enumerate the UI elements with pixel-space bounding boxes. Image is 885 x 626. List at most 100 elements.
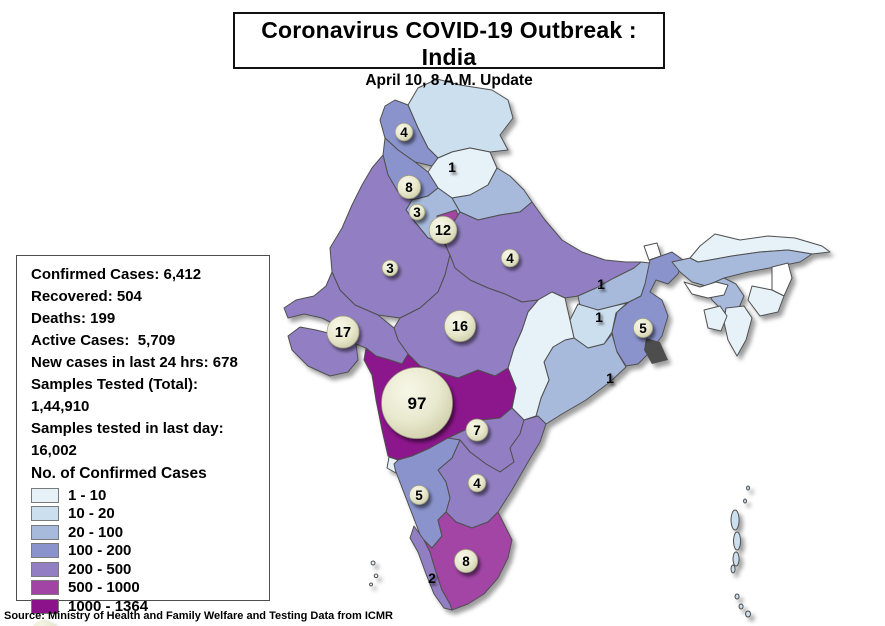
stats-list: Confirmed Cases: 6,412 Recovered: 504 De… [31, 264, 259, 462]
deaths-count: 4 [506, 251, 514, 266]
deaths-count: 3 [386, 261, 394, 276]
death-marker-bihar: 1 [597, 276, 605, 292]
legend-item: 500 - 1000 [31, 579, 259, 598]
stat-line: Samples Tested (Total): 1,44,910 [31, 376, 207, 415]
source-note: Source: Ministry of Health and Family We… [4, 610, 393, 622]
deaths-circle [397, 175, 421, 199]
deaths-count: 8 [405, 180, 413, 195]
death-marker-jharkhand: 1 [595, 309, 603, 325]
legend-swatch [31, 580, 59, 596]
legend-swatch [31, 598, 59, 614]
deaths-circle [454, 549, 478, 573]
states-layer [283, 78, 831, 618]
death-marker-tamil-nadu: 8 [454, 549, 478, 573]
deaths-legend: Deaths [31, 619, 259, 626]
deaths-count: 1 [448, 159, 456, 175]
legend-item-label: 200 - 500 [68, 560, 132, 578]
deaths-circle [633, 318, 653, 338]
legend-item-label: 1000 - 1364 [68, 597, 149, 615]
death-marker-uttar-pradesh: 4 [500, 248, 520, 268]
legend-title: No. of Confirmed Cases [31, 465, 207, 482]
legend-item-label: 100 - 200 [68, 542, 132, 560]
death-marker-telangana: 7 [465, 418, 489, 442]
deaths-count: 8 [462, 554, 470, 569]
death-marker-himachal-pradesh: 1 [448, 159, 456, 175]
page-title: Coronavirus COVID-19 Outbreak : India [261, 17, 637, 70]
info-panel: Confirmed Cases: 6,412 Recovered: 504 De… [16, 255, 270, 626]
legend-item-label: 10 - 20 [68, 505, 115, 523]
deaths-circle [394, 122, 414, 142]
legend-swatch [31, 487, 59, 503]
death-marker-kerala: 2 [428, 570, 436, 586]
death-marker-maharashtra: 97 [381, 367, 453, 439]
death-marker-gujarat: 17 [326, 315, 360, 349]
deaths-count: 4 [473, 476, 481, 491]
deaths-legend-label: Deaths [63, 624, 113, 626]
deaths-count: 17 [335, 325, 351, 341]
deaths-circle [428, 215, 458, 245]
death-marker-jammu-kashmir: 4 [394, 122, 414, 142]
deaths-count: 5 [415, 488, 423, 503]
deaths-count: 2 [428, 570, 436, 586]
legend-item-label: 20 - 100 [68, 523, 124, 541]
legend-item: 1000 - 1364 [31, 597, 259, 616]
deaths-count: 97 [408, 394, 427, 413]
death-marker-madhya-pradesh: 16 [444, 310, 476, 342]
legend-swatch [31, 561, 59, 577]
state-mizoram [723, 305, 753, 357]
stat-line: Recovered: 504 [31, 288, 142, 305]
legend-swatch [31, 543, 59, 559]
deaths-circle [326, 315, 360, 349]
deaths-count: 12 [435, 223, 451, 239]
stat-line: New cases in last 24 hrs: 678 [31, 354, 238, 371]
deaths-circle [467, 473, 487, 493]
deaths-count: 5 [639, 321, 647, 336]
legend: 1 - 10 10 - 20 20 - 100 100 - 200 [31, 486, 259, 616]
deaths-count: 4 [400, 125, 408, 140]
state-lakshadweep [369, 560, 379, 587]
state-tripura [703, 305, 728, 332]
deaths-circle [408, 203, 426, 221]
deaths-count: 7 [473, 423, 481, 438]
legend-item-label: 1 - 10 [68, 486, 107, 504]
death-marker-west-bengal: 5 [633, 318, 653, 338]
death-marker-delhi: 12 [428, 215, 458, 245]
deaths-count: 1 [606, 370, 614, 386]
deaths-count: 1 [595, 309, 603, 325]
legend-item: 100 - 200 [31, 542, 259, 561]
death-marker-haryana: 3 [408, 203, 426, 221]
stat-line: Active Cases: 5,709 [31, 332, 176, 349]
state-andaman-nicobar-islands [730, 485, 752, 618]
legend-item: 20 - 100 [31, 523, 259, 542]
title-box: Coronavirus COVID-19 Outbreak : India Ap… [233, 12, 665, 89]
deaths-circle [381, 259, 399, 277]
death-marker-odisha: 1 [606, 370, 614, 386]
legend-item: 1 - 10 [31, 486, 259, 505]
state-manipur [747, 285, 785, 317]
state-nagaland [771, 262, 793, 297]
legend-item-label: 500 - 1000 [68, 579, 140, 597]
state-meghalaya [683, 281, 729, 299]
stat-line: Confirmed Cases: 6,412 [31, 266, 202, 283]
state-goa [386, 456, 399, 474]
deaths-count: 1 [597, 276, 605, 292]
deaths-count: 3 [413, 205, 421, 220]
death-marker-punjab: 8 [397, 175, 421, 199]
sundarbans-delta [644, 338, 668, 364]
death-marker-rajasthan: 3 [381, 259, 399, 277]
stat-line: Deaths: 199 [31, 310, 116, 327]
deaths-circle-icon [31, 619, 57, 626]
legend-swatch [31, 524, 59, 540]
stat-line: Samples tested in last day: 16,002 [31, 420, 228, 459]
deaths-circle [465, 418, 489, 442]
legend-item: 10 - 20 [31, 505, 259, 524]
legend-swatch [31, 506, 59, 522]
death-marker-andhra-pradesh: 4 [467, 473, 487, 493]
deaths-count: 16 [452, 319, 468, 335]
legend-item: 200 - 500 [31, 560, 259, 579]
deaths-circle [409, 485, 429, 505]
deaths-circle [381, 367, 453, 439]
